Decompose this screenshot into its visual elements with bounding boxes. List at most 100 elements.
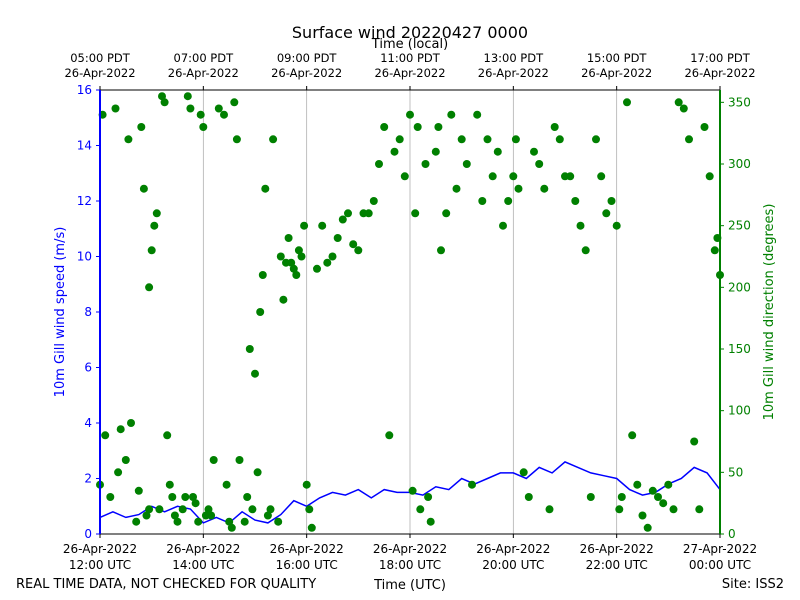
wind-direction-point	[434, 123, 443, 131]
wind-direction-point	[294, 246, 303, 255]
bottom-tick-date: 26-Apr-2022	[580, 542, 654, 556]
wind-direction-point	[413, 123, 422, 131]
wind-direction-point	[189, 493, 197, 501]
wind-direction-point	[524, 493, 533, 501]
top-tick-time: 11:00 PDT	[380, 51, 441, 65]
chart-title: Surface wind 20220427 0000	[292, 23, 528, 42]
wind-direction-point	[380, 123, 389, 131]
top-tick-date: 26-Apr-2022	[581, 66, 652, 80]
wind-direction-point	[395, 135, 404, 144]
wind-direction-point	[134, 486, 143, 495]
wind-direction-point	[488, 172, 497, 181]
top-tick-time: 09:00 PDT	[277, 51, 338, 65]
left-tick-label: 12	[77, 194, 92, 208]
wind-direction-point	[124, 135, 133, 144]
wind-direction-point	[530, 147, 538, 156]
top-tick-time: 13:00 PDT	[484, 51, 545, 65]
wind-direction-point	[695, 505, 704, 514]
wind-direction-point	[248, 505, 257, 514]
wind-direction-point	[305, 505, 314, 514]
right-tick-label: 50	[728, 465, 743, 479]
wind-direction-point	[289, 264, 298, 273]
wind-direction-point	[607, 197, 616, 205]
wind-direction-point	[307, 523, 316, 532]
wind-direction-point	[338, 215, 347, 224]
top-tick-date: 26-Apr-2022	[64, 66, 135, 80]
wind-direction-point	[581, 246, 590, 255]
wind-direction-point	[165, 480, 174, 489]
left-tick-label: 6	[84, 361, 92, 375]
wind-direction-point	[462, 160, 471, 168]
wind-direction-point	[617, 493, 626, 501]
bottom-tick-date: 26-Apr-2022	[63, 542, 137, 556]
wind-direction-point	[499, 221, 507, 230]
bottom-tick-date: 26-Apr-2022	[476, 542, 550, 556]
x-axis-label: Time (UTC)	[373, 578, 446, 593]
wind-direction-point	[540, 184, 549, 193]
wind-direction-point	[142, 511, 151, 520]
wind-direction-point	[535, 160, 544, 168]
wind-direction-point	[150, 221, 159, 230]
top-tick-date: 26-Apr-2022	[271, 66, 342, 80]
wind-direction-point	[170, 511, 179, 520]
wind-direction-point	[349, 240, 358, 249]
top-tick-date: 26-Apr-2022	[168, 66, 239, 80]
wind-direction-point	[638, 511, 647, 520]
bottom-tick-date: 26-Apr-2022	[166, 542, 240, 556]
wind-direction-point	[269, 135, 278, 144]
wind-direction-point	[442, 209, 451, 218]
wind-direction-point	[263, 511, 272, 520]
wind-direction-point	[664, 480, 673, 489]
right-axis-label: 10m Gill wind direction (degrees)	[762, 204, 777, 421]
bottom-tick-time: 14:00 UTC	[172, 558, 234, 572]
wind-direction-point	[514, 184, 523, 193]
wind-direction-point	[457, 135, 466, 144]
wind-direction-point	[447, 110, 456, 119]
wind-direction-point	[643, 523, 652, 532]
wind-direction-point	[284, 234, 293, 242]
wind-direction-point	[160, 98, 169, 107]
wind-direction-point	[509, 172, 518, 181]
wind-direction-point	[323, 258, 332, 267]
right-tick-label: 0	[728, 527, 736, 541]
wind-direction-point	[230, 98, 239, 107]
wind-direction-point	[437, 246, 445, 255]
wind-direction-point	[679, 104, 688, 113]
wind-direction-point	[183, 92, 192, 101]
wind-direction-point	[253, 468, 262, 477]
wind-direction-point	[155, 505, 164, 514]
top-tick-date: 26-Apr-2022	[478, 66, 549, 80]
top-tick-time: 15:00 PDT	[587, 51, 648, 65]
wind-direction-point	[648, 486, 657, 495]
wind-direction-point	[390, 147, 399, 156]
bottom-tick-date: 27-Apr-2022	[683, 542, 757, 556]
wind-direction-point	[483, 135, 492, 144]
wind-direction-point	[623, 98, 631, 107]
wind-direction-point	[287, 258, 296, 267]
bottom-tick-time: 16:00 UTC	[276, 558, 338, 572]
right-tick-label: 300	[728, 157, 751, 171]
wind-direction-point	[431, 147, 440, 156]
wind-direction-point	[615, 505, 624, 514]
wind-direction-point	[421, 160, 430, 168]
wind-direction-point	[292, 271, 301, 279]
wind-direction-point	[194, 517, 203, 526]
wind-direction-point	[220, 110, 228, 119]
wind-direction-point	[426, 517, 435, 526]
wind-direction-point	[168, 493, 177, 501]
bottom-tick-time: 22:00 UTC	[586, 558, 648, 572]
wind-direction-point	[597, 172, 606, 181]
wind-direction-point	[612, 221, 621, 230]
wind-direction-point	[116, 425, 125, 434]
wind-direction-point	[251, 369, 259, 378]
wind-direction-point	[690, 437, 699, 446]
wind-direction-point	[207, 511, 216, 520]
wind-direction-point	[628, 431, 637, 440]
wind-direction-point	[344, 209, 352, 218]
wind-direction-point	[669, 505, 678, 514]
left-tick-label: 10	[77, 250, 92, 264]
wind-direction-point	[152, 209, 161, 218]
wind-direction-point	[300, 221, 309, 230]
wind-direction-point	[313, 264, 321, 273]
wind-direction-point	[511, 135, 520, 144]
